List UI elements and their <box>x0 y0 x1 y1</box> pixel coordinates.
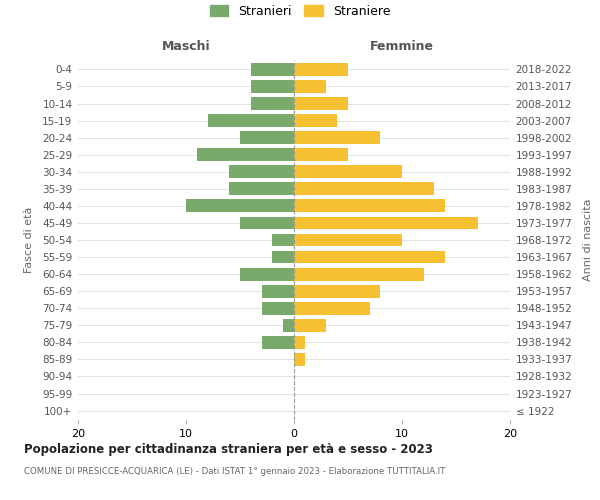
Y-axis label: Fasce di età: Fasce di età <box>24 207 34 273</box>
Bar <box>294 97 348 110</box>
Bar <box>251 63 294 76</box>
Text: COMUNE DI PRESICCE-ACQUARICA (LE) - Dati ISTAT 1° gennaio 2023 - Elaborazione TU: COMUNE DI PRESICCE-ACQUARICA (LE) - Dati… <box>24 468 445 476</box>
Bar <box>208 114 294 127</box>
Bar <box>294 131 380 144</box>
Bar <box>262 302 294 314</box>
Bar <box>262 336 294 349</box>
Bar <box>283 319 294 332</box>
Bar <box>272 234 294 246</box>
Bar <box>294 148 348 161</box>
Bar <box>186 200 294 212</box>
Bar <box>251 97 294 110</box>
Bar <box>294 319 326 332</box>
Bar <box>294 114 337 127</box>
Bar <box>294 216 478 230</box>
Bar <box>240 131 294 144</box>
Text: Maschi: Maschi <box>161 40 211 53</box>
Bar <box>294 250 445 264</box>
Bar <box>197 148 294 161</box>
Text: Popolazione per cittadinanza straniera per età e sesso - 2023: Popolazione per cittadinanza straniera p… <box>24 442 433 456</box>
Bar <box>294 166 402 178</box>
Bar <box>294 200 445 212</box>
Bar <box>229 166 294 178</box>
Bar <box>240 216 294 230</box>
Bar <box>294 285 380 298</box>
Bar <box>294 302 370 314</box>
Bar <box>294 63 348 76</box>
Y-axis label: Anni di nascita: Anni di nascita <box>583 198 593 281</box>
Bar <box>272 250 294 264</box>
Bar <box>294 80 326 93</box>
Bar <box>294 353 305 366</box>
Bar <box>262 285 294 298</box>
Bar <box>294 268 424 280</box>
Bar <box>294 234 402 246</box>
Bar <box>240 268 294 280</box>
Bar <box>294 336 305 349</box>
Bar <box>294 182 434 195</box>
Legend: Stranieri, Straniere: Stranieri, Straniere <box>205 0 395 23</box>
Bar <box>251 80 294 93</box>
Bar <box>229 182 294 195</box>
Text: Femmine: Femmine <box>370 40 434 53</box>
